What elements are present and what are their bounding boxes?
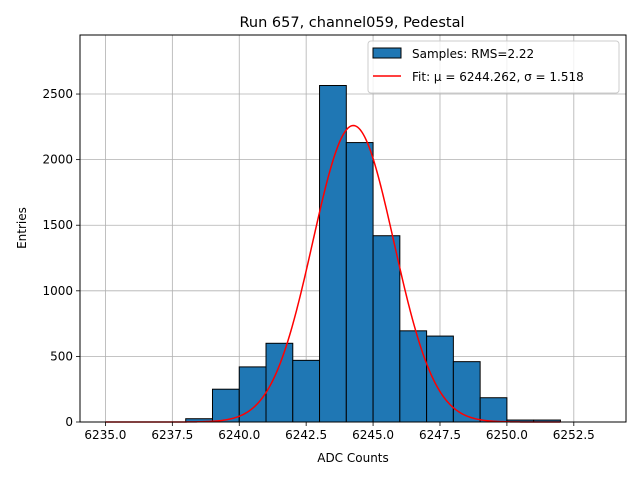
histogram-bar xyxy=(399,330,428,423)
x-tick-label: 6247.5 xyxy=(419,428,461,442)
histogram-bar xyxy=(345,142,374,423)
x-tick-label: 6245.0 xyxy=(352,428,394,442)
x-tick-label: 6237.5 xyxy=(151,428,193,442)
y-tick-label: 500 xyxy=(50,349,73,363)
x-tick-label: 6242.5 xyxy=(285,428,327,442)
legend-label-fit: Fit: μ = 6244.262, σ = 1.518 xyxy=(412,70,584,84)
x-axis-ticks: 6235.0 6237.5 6240.0 6242.5 6245.0 6247.5 6250… xyxy=(84,422,595,442)
legend-swatch-samples xyxy=(372,47,402,59)
y-tick-label: 0 xyxy=(65,415,73,429)
y-tick-label: 1000 xyxy=(42,284,73,298)
y-tick-label: 1500 xyxy=(42,218,73,232)
x-tick-label: 6252.5 xyxy=(553,428,595,442)
x-tick-label: 6235.0 xyxy=(84,428,126,442)
histogram-bar xyxy=(319,85,347,423)
legend-frame xyxy=(367,40,620,94)
histogram-bar xyxy=(238,366,267,423)
histogram-bar xyxy=(265,342,294,423)
y-axis-label: Entries xyxy=(15,207,29,249)
x-tick-label: 6240.0 xyxy=(218,428,260,442)
chart-title: Run 657, channel059, Pedestal xyxy=(239,15,464,31)
x-axis-label: ADC Counts xyxy=(317,451,389,465)
histogram-bar xyxy=(292,359,321,423)
y-tick-label: 2000 xyxy=(42,153,73,167)
plot-frame xyxy=(79,34,627,423)
histogram-bar xyxy=(372,235,401,423)
x-tick-label: 6250.0 xyxy=(486,428,528,442)
legend-label-samples: Samples: RMS=2.22 xyxy=(412,47,534,61)
legend: Samples: RMS=2.22 Fit: μ = 6244.262, σ =… xyxy=(367,40,620,94)
histogram-bar xyxy=(426,335,454,423)
y-tick-label: 2500 xyxy=(42,87,73,101)
y-axis-ticks: 0 500 1000 1500 2000 2500 xyxy=(42,87,80,429)
histogram-bar xyxy=(479,397,508,423)
histogram-bar xyxy=(452,361,481,423)
